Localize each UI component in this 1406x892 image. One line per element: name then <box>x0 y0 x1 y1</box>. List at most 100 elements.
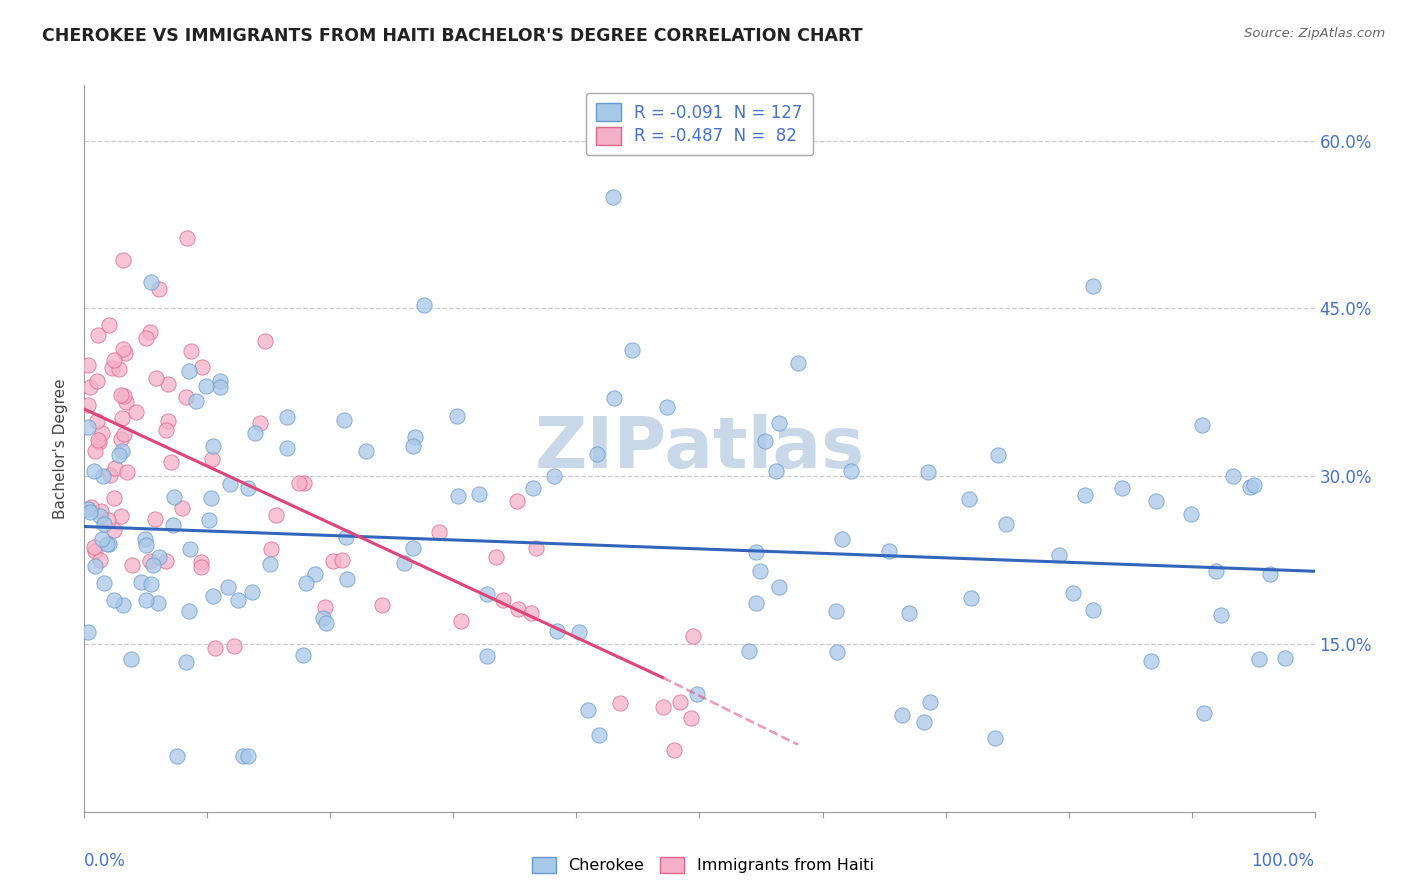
Cherokee <box>174 655 197 669</box>
Cherokee <box>146 596 169 610</box>
Cherokee <box>77 420 100 434</box>
Immigrants from Haiti <box>143 512 166 526</box>
Immigrants from Haiti <box>450 614 472 628</box>
Cherokee <box>108 448 131 462</box>
Text: CHEROKEE VS IMMIGRANTS FROM HAITI BACHELOR'S DEGREE CORRELATION CHART: CHEROKEE VS IMMIGRANTS FROM HAITI BACHEL… <box>42 27 863 45</box>
Cherokee <box>304 567 326 582</box>
Cherokee <box>291 648 314 663</box>
Cherokee <box>197 513 219 527</box>
Immigrants from Haiti <box>79 380 101 394</box>
Immigrants from Haiti <box>87 434 110 449</box>
Cherokee <box>917 465 939 479</box>
Immigrants from Haiti <box>114 346 136 360</box>
Immigrants from Haiti <box>107 362 129 376</box>
Cherokee <box>824 604 846 618</box>
Immigrants from Haiti <box>314 599 336 614</box>
Immigrants from Haiti <box>155 554 177 568</box>
Cherokee <box>89 508 111 523</box>
Immigrants from Haiti <box>652 699 675 714</box>
Cherokee <box>918 695 941 709</box>
Cherokee <box>1062 586 1084 600</box>
Cherokee <box>135 537 157 551</box>
Immigrants from Haiti <box>97 513 120 527</box>
Cherokee <box>1239 481 1261 495</box>
Cherokee <box>1111 481 1133 495</box>
Text: ZIPatlas: ZIPatlas <box>534 414 865 483</box>
Cherokee <box>1274 651 1296 665</box>
Cherokee <box>163 490 186 504</box>
Cherokee <box>139 275 162 289</box>
Cherokee <box>93 575 115 590</box>
Cherokee <box>1258 567 1281 582</box>
Cherokee <box>745 544 768 558</box>
Cherokee <box>202 589 225 603</box>
Immigrants from Haiti <box>322 554 344 568</box>
Immigrants from Haiti <box>160 455 183 469</box>
Y-axis label: Bachelor's Degree: Bachelor's Degree <box>53 378 69 518</box>
Immigrants from Haiti <box>520 606 543 620</box>
Cherokee <box>786 356 808 370</box>
Cherokee <box>447 489 470 503</box>
Cherokee <box>201 439 224 453</box>
Cherokee <box>467 486 489 500</box>
Cherokee <box>276 442 298 456</box>
Immigrants from Haiti <box>121 558 143 573</box>
Cherokee <box>1081 603 1104 617</box>
Cherokee <box>336 572 359 586</box>
Immigrants from Haiti <box>98 468 121 483</box>
Immigrants from Haiti <box>508 602 530 616</box>
Cherokee <box>912 714 935 729</box>
Cherokee <box>657 400 679 414</box>
Immigrants from Haiti <box>135 331 157 345</box>
Immigrants from Haiti <box>77 398 100 412</box>
Cherokee <box>877 544 900 558</box>
Immigrants from Haiti <box>292 475 315 490</box>
Cherokee <box>686 687 709 701</box>
Cherokee <box>228 593 250 607</box>
Immigrants from Haiti <box>87 434 110 448</box>
Cherokee <box>77 502 100 516</box>
Cherokee <box>1222 469 1244 483</box>
Cherokee <box>546 624 568 638</box>
Immigrants from Haiti <box>138 325 160 339</box>
Cherokee <box>148 549 170 564</box>
Immigrants from Haiti <box>115 395 138 409</box>
Cherokee <box>959 591 981 606</box>
Immigrants from Haiti <box>90 504 112 518</box>
Immigrants from Haiti <box>180 343 202 358</box>
Immigrants from Haiti <box>682 628 704 642</box>
Immigrants from Haiti <box>100 360 122 375</box>
Immigrants from Haiti <box>249 416 271 430</box>
Cherokee <box>103 593 125 607</box>
Cherokee <box>585 447 607 461</box>
Cherokee <box>259 558 281 572</box>
Immigrants from Haiti <box>260 541 283 556</box>
Cherokee <box>219 476 242 491</box>
Cherokee <box>446 409 468 424</box>
Cherokee <box>1205 564 1227 578</box>
Immigrants from Haiti <box>492 593 515 607</box>
Immigrants from Haiti <box>156 414 179 428</box>
Cherokee <box>139 576 162 591</box>
Cherokee <box>79 505 101 519</box>
Immigrants from Haiti <box>83 544 105 558</box>
Immigrants from Haiti <box>524 541 547 555</box>
Cherokee <box>236 481 259 495</box>
Cherokee <box>96 537 118 551</box>
Cherokee <box>841 464 863 478</box>
Cherokee <box>195 378 218 392</box>
Immigrants from Haiti <box>371 598 394 612</box>
Cherokee <box>1074 488 1097 502</box>
Cherokee <box>162 517 184 532</box>
Cherokee <box>240 585 263 599</box>
Immigrants from Haiti <box>330 553 353 567</box>
Immigrants from Haiti <box>662 743 685 757</box>
Cherokee <box>91 468 114 483</box>
Cherokee <box>1047 548 1070 562</box>
Cherokee <box>243 426 266 441</box>
Immigrants from Haiti <box>103 353 125 368</box>
Cherokee <box>335 530 357 544</box>
Cherokee <box>576 703 599 717</box>
Cherokee <box>177 364 200 378</box>
Cherokee <box>111 443 134 458</box>
